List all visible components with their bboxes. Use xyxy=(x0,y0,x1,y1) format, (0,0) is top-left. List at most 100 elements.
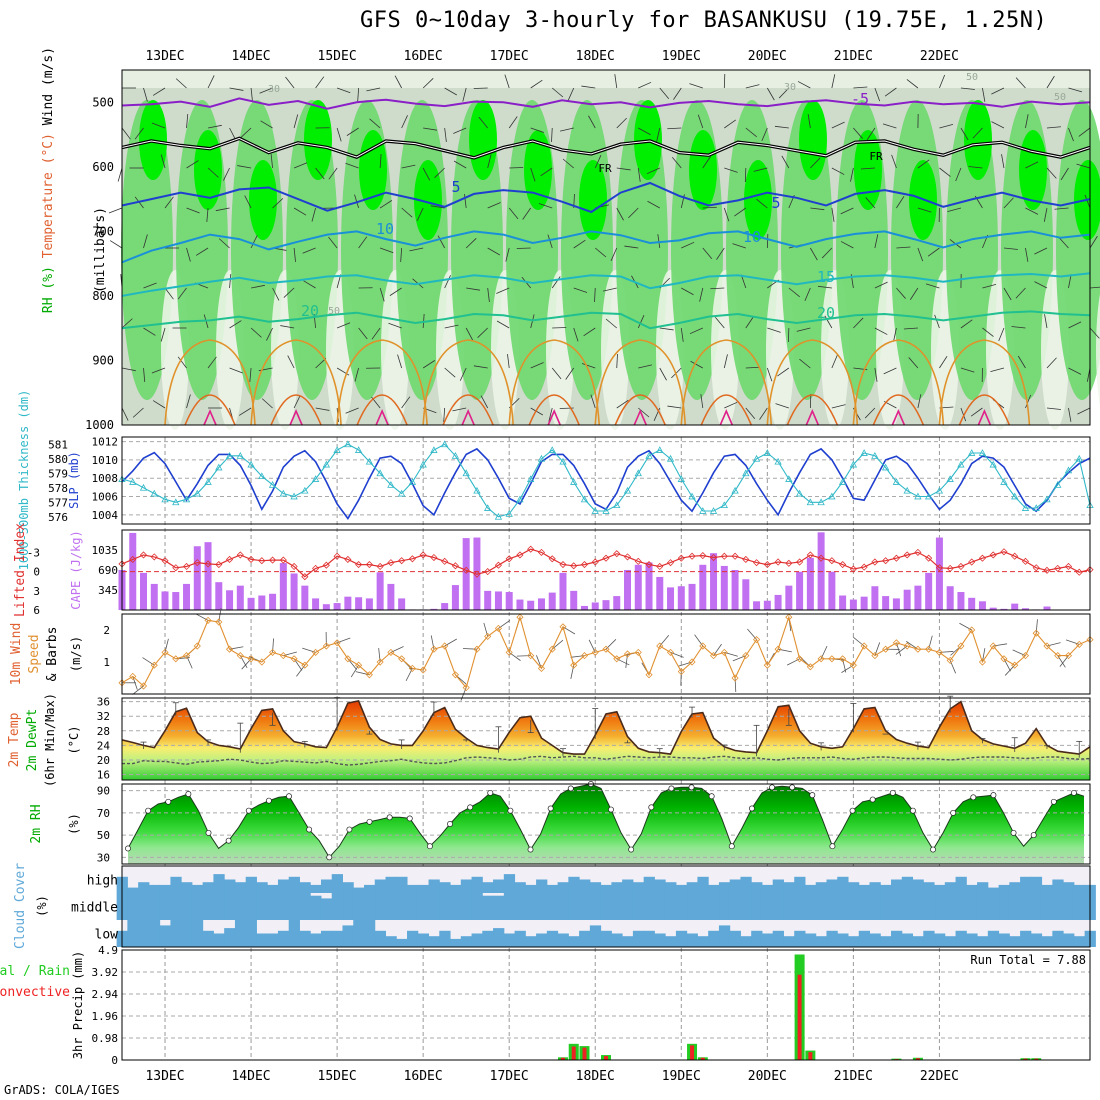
cloud-bar xyxy=(396,938,408,947)
wind-barb xyxy=(824,315,833,329)
thickness-tick-label: 580 xyxy=(48,453,68,466)
cloud-bar xyxy=(837,876,849,893)
wind-barb xyxy=(1046,167,1057,179)
wind10m-point xyxy=(946,656,954,664)
cloud-bar xyxy=(1020,930,1032,947)
cloud-bar xyxy=(891,893,903,920)
cape-bar xyxy=(925,572,933,610)
wind-barb xyxy=(723,207,730,222)
wind-barb xyxy=(624,245,639,249)
cloud-bar xyxy=(891,879,903,893)
cloud-bar xyxy=(815,893,827,920)
wind-barb xyxy=(1068,127,1074,142)
wind-barb xyxy=(389,287,402,296)
wind10m-point xyxy=(968,626,976,634)
cape-bar xyxy=(839,595,847,610)
cloud-bar xyxy=(880,936,892,947)
wind-barb xyxy=(767,327,781,333)
lifted-index-point xyxy=(688,552,696,560)
wind-barb xyxy=(583,327,596,337)
cape-bar xyxy=(494,591,502,610)
cloud-bar xyxy=(1073,893,1086,920)
rh2m-point xyxy=(225,837,232,844)
wind-barb xyxy=(573,239,586,249)
thickness-point xyxy=(527,475,535,482)
lifted-index-point xyxy=(236,551,244,559)
cloud-bar xyxy=(546,930,559,947)
wind-barb xyxy=(508,207,519,220)
cloud-bar xyxy=(224,893,236,920)
wind10m-point xyxy=(731,674,739,682)
cloud-bar xyxy=(450,938,462,947)
cape-bar xyxy=(215,582,223,610)
cloud-bar xyxy=(234,882,247,893)
lifted-index-point xyxy=(182,562,191,571)
cloud-bar xyxy=(934,933,946,947)
cloud-bar xyxy=(428,936,440,947)
cape-bar xyxy=(505,592,513,610)
wind-barb xyxy=(285,76,295,89)
wind-barb xyxy=(1076,163,1091,169)
wind-barb xyxy=(896,287,906,299)
cloud-bar xyxy=(1030,876,1043,893)
cloud-bar xyxy=(998,933,1010,947)
lifted-index-point xyxy=(150,553,158,561)
cape-bar xyxy=(968,597,976,610)
cloud-bar xyxy=(579,879,591,893)
cloud-bar xyxy=(579,893,591,920)
wind-barb xyxy=(229,367,243,374)
wind-barb xyxy=(206,207,209,222)
cloud-bar xyxy=(234,920,247,947)
thickness-point xyxy=(935,486,944,494)
wind-barb xyxy=(218,238,230,249)
cloud-bar xyxy=(170,920,182,947)
cloud-bar xyxy=(966,893,978,920)
wind-barb xyxy=(379,247,394,254)
wind-barb xyxy=(250,327,262,338)
precip-tick-label: 2.94 xyxy=(92,988,119,1001)
wind-barb xyxy=(522,207,532,220)
wind10m-point xyxy=(1043,642,1051,650)
rh-moist-patch xyxy=(781,100,833,400)
isotherm-line xyxy=(121,310,1091,330)
pressure-tick-label: 600 xyxy=(92,160,114,174)
lifted-index-point xyxy=(419,551,427,559)
wind-barb xyxy=(1043,207,1048,222)
wind-barb xyxy=(272,198,284,209)
wind-barb xyxy=(1003,197,1014,209)
cloud-level-label: low xyxy=(95,928,119,943)
wind-barb xyxy=(507,354,510,369)
wind10m-point xyxy=(753,636,761,644)
temp-line xyxy=(121,699,1091,755)
lifted-index-point xyxy=(742,555,750,564)
cloud-bar xyxy=(912,879,924,893)
wind-barb xyxy=(616,207,624,221)
top-date-label: 14DEC xyxy=(231,49,270,64)
cloud-level-label: high xyxy=(87,874,118,889)
wind-barb xyxy=(917,207,932,213)
cloud-bar xyxy=(1041,893,1053,920)
cloud-bar xyxy=(1009,893,1021,920)
wind10m-point xyxy=(301,661,309,669)
cloud-bar xyxy=(439,930,451,947)
cloud-bar xyxy=(331,893,343,920)
cloud-bar xyxy=(331,930,343,947)
wind10m-point xyxy=(1064,652,1073,660)
wind-barb xyxy=(358,327,368,340)
wind10m-point xyxy=(376,658,384,666)
wind-barb xyxy=(466,287,481,291)
thickness-point xyxy=(387,481,395,488)
isotherm-25 xyxy=(766,339,859,426)
wind-barb xyxy=(379,200,393,209)
lifted-index-point xyxy=(720,552,728,560)
wind10m-point xyxy=(1086,636,1094,644)
precip-convective-bar xyxy=(1023,1058,1028,1060)
pressure-tick-label: 800 xyxy=(92,289,114,303)
isotherm-25 xyxy=(938,339,1031,426)
wind-barb xyxy=(638,127,651,136)
cloud-bar xyxy=(686,893,698,920)
lifted-index-point xyxy=(709,553,718,562)
wind-barb xyxy=(434,167,445,179)
cloud-bar xyxy=(170,893,182,920)
rh-saturated-patch xyxy=(799,100,827,180)
